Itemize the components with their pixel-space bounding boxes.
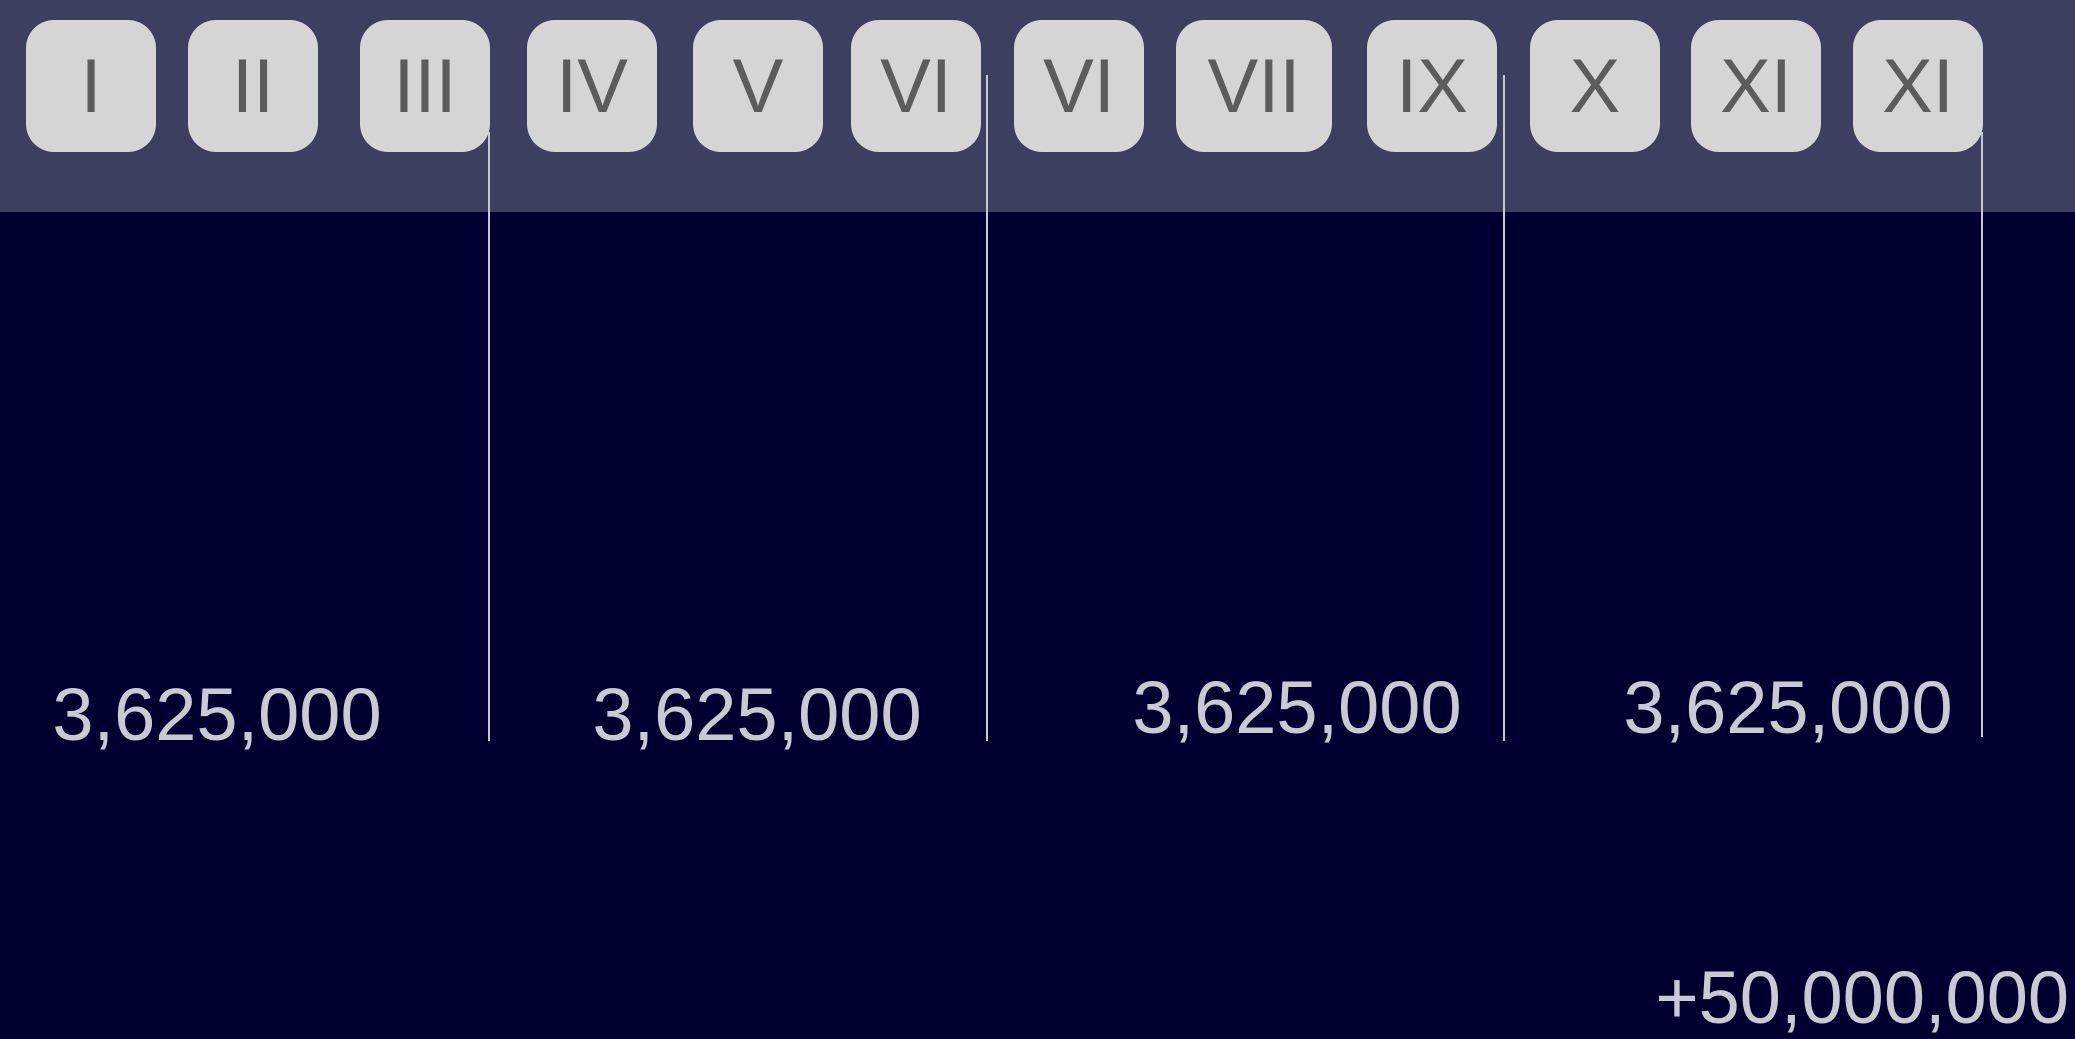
numeral-button[interactable]: VII <box>1176 20 1332 152</box>
amount: 3,625,000 <box>1132 666 1462 749</box>
amount: 3,625,000 <box>52 673 382 756</box>
numeral-button[interactable]: XI <box>1691 20 1821 152</box>
separator <box>488 132 490 741</box>
numeral-button[interactable]: X <box>1530 20 1660 152</box>
separator <box>986 75 988 741</box>
total: +50,000,000 <box>1655 956 2069 1039</box>
numeral-button[interactable]: VI <box>851 20 981 152</box>
numeral-button[interactable]: IV <box>527 20 657 152</box>
separator <box>1503 75 1505 741</box>
separator <box>1981 132 1983 737</box>
numeral-button[interactable]: V <box>693 20 823 152</box>
numeral-button[interactable]: XI <box>1853 20 1983 152</box>
amount: 3,625,000 <box>1623 666 1953 749</box>
numeral-button[interactable]: II <box>188 20 318 152</box>
numeral-button[interactable]: I <box>26 20 156 152</box>
numeral-button[interactable]: IX <box>1367 20 1497 152</box>
amount: 3,625,000 <box>592 673 922 756</box>
numeral-button[interactable]: III <box>360 20 490 152</box>
numeral-button[interactable]: VI <box>1014 20 1144 152</box>
